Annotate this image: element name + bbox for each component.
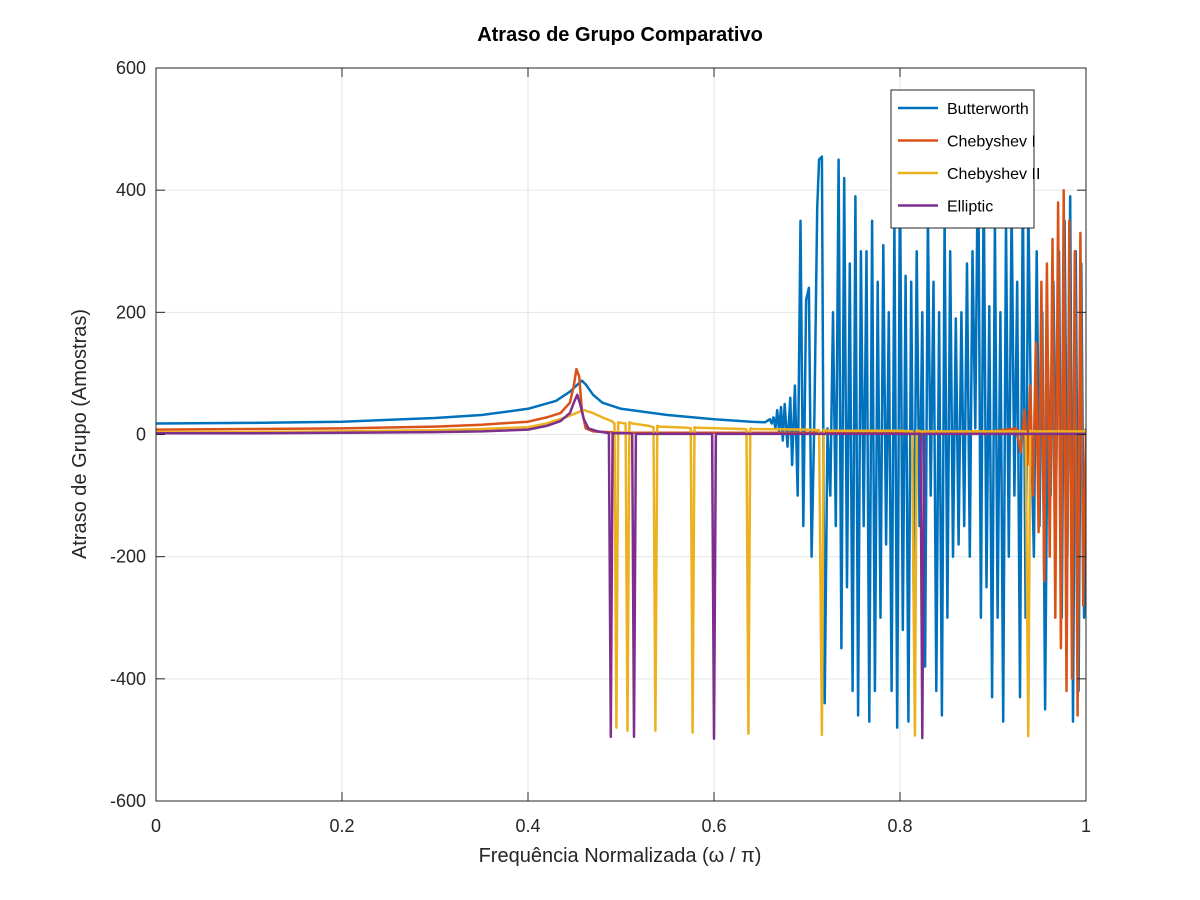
y-tick-label: 600 <box>116 58 146 78</box>
y-tick-label: -600 <box>110 791 146 811</box>
legend: Butterworth Chebyshev I Chebyshev II Ellipt… <box>890 89 1040 229</box>
y-tick-label: -400 <box>110 669 146 689</box>
series-layer <box>156 127 1086 740</box>
y-tick-label: -200 <box>110 547 146 567</box>
y-axis-title: Atraso de Grupo (Amostras) <box>69 309 91 559</box>
tick-labels: 0 0.2 0.4 0.6 0.8 1 -600 -400 -200 0 200 400 600 <box>110 58 1091 836</box>
series-line-chebyshev-i <box>156 188 1086 717</box>
x-tick-label: 0.8 <box>887 816 912 836</box>
x-tick-label: 0.6 <box>701 816 726 836</box>
x-tick-label: 0.4 <box>515 816 540 836</box>
x-tick-label: 0.2 <box>329 816 354 836</box>
legend-label-butterworth: Butterworth <box>947 101 1029 118</box>
legend-label-chebyshev-ii: Chebyshev II <box>947 166 1040 183</box>
y-tick-label: 0 <box>136 425 146 445</box>
x-tick-label: 0 <box>151 816 161 836</box>
legend-label-elliptic: Elliptic <box>947 199 993 216</box>
y-tick-label: 400 <box>116 180 146 200</box>
y-tick-label: 200 <box>116 302 146 322</box>
axis-ticks <box>155 67 1087 802</box>
x-axis-title: Frequência Normalizada (ω / π) <box>479 845 762 867</box>
series-line-chebyshev-ii <box>156 408 1086 738</box>
legend-label-chebyshev-i: Chebyshev I <box>947 134 1036 151</box>
chart-title: Atraso de Grupo Comparativo <box>477 24 763 46</box>
series-line-butterworth <box>156 127 1086 729</box>
x-tick-label: 1 <box>1081 816 1091 836</box>
series-line-elliptic <box>156 393 1086 740</box>
